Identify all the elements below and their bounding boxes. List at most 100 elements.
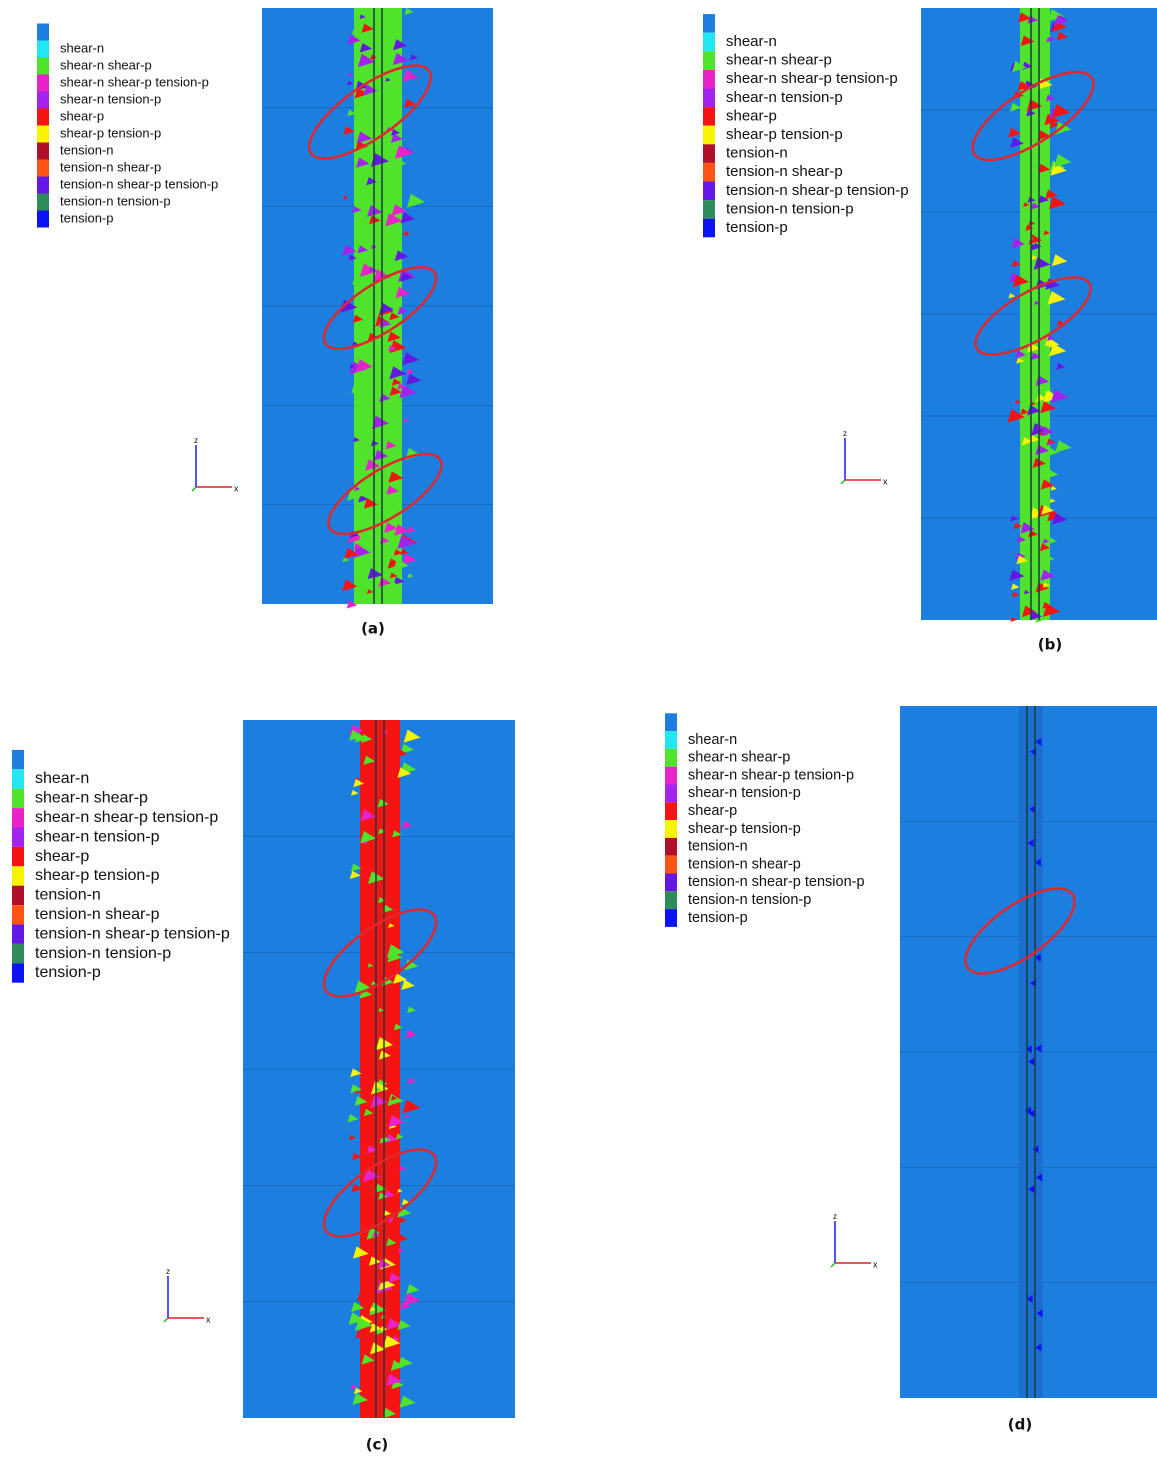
axis-y bbox=[164, 1318, 168, 1322]
crack-zone bbox=[354, 8, 402, 604]
legend-label: shear-p tension-p bbox=[60, 125, 161, 140]
legend-label: tension-p bbox=[35, 964, 101, 981]
legend-label: tension-n shear-p bbox=[60, 159, 161, 174]
axis-label: z bbox=[166, 1267, 170, 1276]
axis-label: z bbox=[843, 429, 847, 438]
axis-y bbox=[831, 1263, 835, 1267]
legend-label: shear-n shear-p tension-p bbox=[35, 809, 218, 826]
panel-caption: (b) bbox=[1038, 636, 1062, 654]
legend-label: tension-n bbox=[35, 887, 101, 904]
legend-swatch bbox=[665, 749, 677, 767]
legend-label: shear-p bbox=[35, 848, 89, 865]
legend-swatch bbox=[703, 163, 715, 182]
legend-label: shear-p tension-p bbox=[688, 821, 801, 837]
legend-swatch bbox=[12, 925, 24, 944]
axis-y bbox=[841, 480, 845, 484]
legend-label: shear-p bbox=[726, 107, 777, 124]
legend-label: tension-p bbox=[726, 219, 788, 236]
legend-swatch bbox=[665, 874, 677, 892]
legend-label: shear-n bbox=[60, 40, 104, 55]
legend-label: tension-n tension-p bbox=[726, 200, 854, 217]
legend-swatch bbox=[37, 24, 49, 41]
legend-label: shear-n shear-p bbox=[688, 750, 790, 766]
legend-swatch bbox=[665, 713, 677, 731]
legend-swatch bbox=[665, 731, 677, 749]
legend-swatch bbox=[37, 177, 49, 194]
legend-label: shear-p tension-p bbox=[726, 126, 843, 143]
crack-zone bbox=[360, 720, 400, 1418]
figure: shear-nshear-n shear-pshear-n shear-p te… bbox=[0, 0, 1157, 1459]
legend-swatch bbox=[665, 891, 677, 909]
legend-swatch bbox=[703, 14, 715, 33]
legend-swatch bbox=[703, 200, 715, 219]
legend-label: shear-n shear-p bbox=[726, 52, 832, 69]
legend-label: shear-n tension-p bbox=[35, 828, 160, 845]
legend-swatch bbox=[703, 219, 715, 238]
legend-swatch bbox=[12, 905, 24, 924]
legend-swatch bbox=[12, 750, 24, 769]
legend-label: shear-p tension-p bbox=[35, 867, 160, 884]
legend-label: tension-n tension-p bbox=[35, 945, 171, 962]
axis-label: z bbox=[194, 436, 198, 445]
legend-swatch bbox=[12, 828, 24, 847]
legend-swatch bbox=[665, 767, 677, 785]
legend-swatch bbox=[37, 41, 49, 58]
axis-label: z bbox=[833, 1212, 837, 1221]
legend-label: tension-n shear-p bbox=[688, 856, 801, 872]
axis-label: x bbox=[234, 483, 239, 493]
axis-y bbox=[192, 487, 196, 491]
legend-label: tension-n shear-p bbox=[726, 163, 843, 180]
legend-label: tension-n shear-p bbox=[35, 906, 160, 923]
legend-swatch bbox=[12, 944, 24, 963]
legend-swatch bbox=[12, 789, 24, 808]
panel-caption: (d) bbox=[1008, 1416, 1032, 1434]
legend-label: tension-n shear-p tension-p bbox=[60, 176, 218, 191]
legend-label: tension-n bbox=[688, 839, 748, 855]
legend-swatch bbox=[12, 847, 24, 866]
legend-swatch bbox=[37, 211, 49, 228]
legend-label: shear-n shear-p bbox=[35, 790, 148, 807]
legend-label: tension-n shear-p tension-p bbox=[726, 182, 909, 199]
panel-caption: (a) bbox=[361, 620, 385, 638]
legend-swatch bbox=[37, 194, 49, 211]
legend-swatch bbox=[665, 785, 677, 803]
legend-swatch bbox=[37, 92, 49, 109]
legend-swatch bbox=[665, 802, 677, 820]
legend-swatch bbox=[665, 820, 677, 838]
axis-label: x bbox=[873, 1259, 878, 1269]
legend-swatch bbox=[37, 109, 49, 126]
legend-swatch bbox=[665, 909, 677, 927]
legend-label: shear-n shear-p tension-p bbox=[726, 70, 898, 87]
legend-label: tension-n shear-p tension-p bbox=[35, 925, 230, 942]
legend-swatch bbox=[12, 963, 24, 982]
legend-swatch bbox=[703, 51, 715, 70]
legend-swatch bbox=[703, 182, 715, 201]
legend-label: tension-n tension-p bbox=[60, 193, 171, 208]
legend-label: shear-n tension-p bbox=[688, 785, 801, 801]
legend-swatch bbox=[665, 856, 677, 874]
legend-label: tension-p bbox=[688, 910, 748, 926]
legend-swatch bbox=[703, 126, 715, 145]
legend-label: shear-n tension-p bbox=[60, 91, 161, 106]
panel: shear-nshear-n shear-pshear-n shear-p te… bbox=[12, 720, 515, 1454]
axis-label: x bbox=[206, 1314, 211, 1324]
legend-swatch bbox=[703, 107, 715, 126]
axis-label: x bbox=[883, 476, 888, 486]
legend-label: shear-n bbox=[688, 732, 737, 748]
legend-label: shear-n shear-p tension-p bbox=[60, 74, 209, 89]
legend-swatch bbox=[37, 58, 49, 75]
legend-label: tension-n bbox=[60, 142, 113, 157]
panel-caption: (c) bbox=[366, 1436, 389, 1454]
legend-swatch bbox=[37, 143, 49, 160]
legend-label: shear-n shear-p tension-p bbox=[688, 767, 854, 783]
panel: shear-n shear-n shear-pshear-n shear-p te… bbox=[665, 706, 1157, 1434]
legend-label: tension-n bbox=[726, 145, 788, 162]
legend-label: tension-p bbox=[60, 210, 113, 225]
legend-label: shear-p bbox=[60, 108, 104, 123]
legend-swatch bbox=[37, 126, 49, 143]
legend-swatch bbox=[703, 89, 715, 108]
legend-swatch bbox=[12, 808, 24, 827]
legend-label: shear-n bbox=[726, 33, 777, 50]
